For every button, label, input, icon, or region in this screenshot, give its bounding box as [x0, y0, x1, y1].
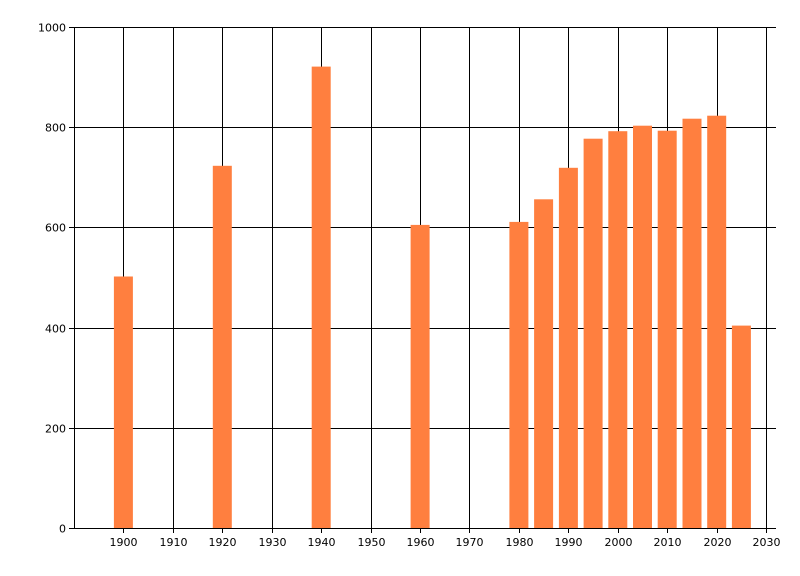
x-tick-label: 2010 — [654, 536, 682, 549]
bar — [410, 224, 430, 528]
x-tick-label: 1920 — [209, 536, 237, 549]
bar — [682, 118, 702, 528]
x-tick-label: 1970 — [456, 536, 484, 549]
x-tick-label: 1960 — [407, 536, 435, 549]
bar — [707, 115, 727, 528]
y-tick-label: 800 — [45, 122, 66, 135]
x-tick-label: 2000 — [605, 536, 633, 549]
bars — [113, 66, 751, 529]
x-axis-ticks: 1900 1910 1920 1930 1940 1950 1960 1970 1980 1990… — [110, 528, 781, 549]
x-tick-label: 2030 — [753, 536, 781, 549]
bar — [212, 165, 232, 529]
x-tick-label: 1950 — [358, 536, 386, 549]
bar — [311, 66, 331, 528]
bar — [509, 221, 529, 528]
x-tick-label: 1990 — [555, 536, 583, 549]
y-tick-label: 400 — [45, 323, 66, 336]
axes — [74, 27, 776, 529]
bar — [633, 125, 652, 528]
bar — [534, 199, 554, 529]
x-tick-label: 2020 — [704, 536, 732, 549]
bar — [657, 130, 677, 528]
y-tick-label: 0 — [59, 523, 66, 536]
y-axis-ticks: 0 200 400 600 800 1000 — [38, 22, 74, 536]
bar — [608, 131, 628, 528]
bar — [731, 325, 751, 528]
x-tick-label: 1940 — [308, 536, 336, 549]
y-tick-label: 200 — [45, 423, 66, 436]
x-tick-label: 1900 — [110, 536, 138, 549]
bar — [113, 276, 133, 528]
x-tick-label: 1910 — [160, 536, 188, 549]
bar — [583, 138, 603, 528]
x-tick-label: 1980 — [506, 536, 534, 549]
y-tick-label: 600 — [45, 222, 66, 235]
x-tick-label: 1930 — [259, 536, 287, 549]
bar — [558, 167, 578, 529]
y-tick-label: 1000 — [38, 22, 66, 35]
